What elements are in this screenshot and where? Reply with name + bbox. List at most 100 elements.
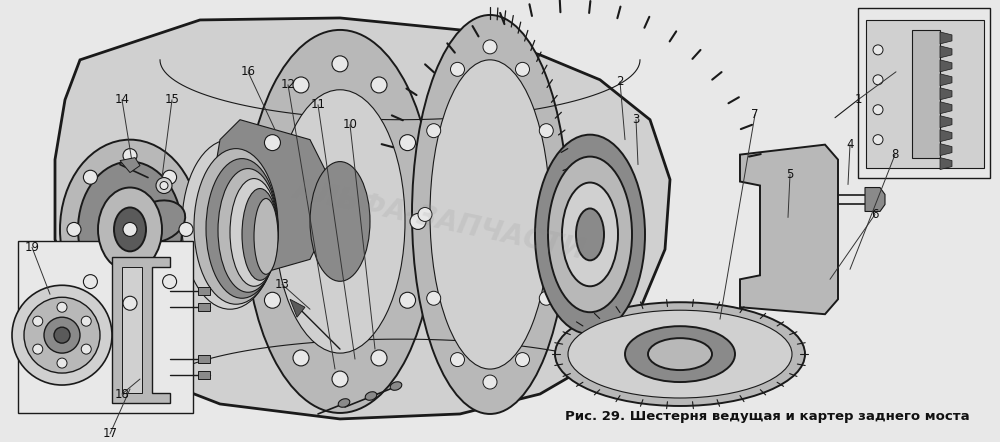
Ellipse shape [648, 338, 712, 370]
Circle shape [483, 375, 497, 389]
Ellipse shape [310, 162, 370, 281]
Text: 19: 19 [24, 241, 40, 254]
Text: 7: 7 [751, 108, 759, 121]
Ellipse shape [206, 159, 278, 298]
Circle shape [427, 124, 441, 137]
Circle shape [293, 77, 309, 93]
Circle shape [371, 77, 387, 93]
Polygon shape [112, 257, 170, 403]
Circle shape [410, 213, 426, 229]
Circle shape [156, 178, 172, 194]
Circle shape [24, 297, 100, 373]
Polygon shape [198, 287, 210, 295]
Text: 16: 16 [240, 65, 256, 78]
Circle shape [123, 222, 137, 236]
Circle shape [81, 344, 91, 354]
Circle shape [264, 135, 280, 151]
Circle shape [179, 222, 193, 236]
Circle shape [163, 170, 177, 184]
Polygon shape [122, 267, 142, 393]
Circle shape [57, 302, 67, 312]
Circle shape [254, 213, 270, 229]
Ellipse shape [60, 140, 200, 319]
Circle shape [81, 316, 91, 326]
Polygon shape [940, 88, 952, 100]
Polygon shape [740, 145, 838, 314]
Text: Рис. 29. Шестерня ведущая и картер заднего моста: Рис. 29. Шестерня ведущая и картер задне… [565, 410, 970, 423]
Polygon shape [940, 32, 952, 44]
Ellipse shape [182, 140, 278, 309]
Circle shape [33, 344, 43, 354]
Polygon shape [940, 130, 952, 141]
Ellipse shape [131, 200, 185, 243]
Ellipse shape [338, 399, 350, 407]
Circle shape [873, 105, 883, 115]
Ellipse shape [412, 15, 568, 414]
Circle shape [123, 149, 137, 163]
Circle shape [54, 327, 70, 343]
Circle shape [67, 222, 81, 236]
Text: 10: 10 [343, 118, 357, 131]
Polygon shape [198, 303, 210, 311]
Ellipse shape [365, 392, 377, 400]
Circle shape [371, 350, 387, 366]
Circle shape [163, 274, 177, 289]
Circle shape [83, 274, 97, 289]
Text: 14: 14 [114, 93, 130, 106]
Polygon shape [858, 8, 990, 178]
Ellipse shape [576, 209, 604, 260]
Polygon shape [940, 144, 952, 156]
Circle shape [516, 353, 530, 366]
Circle shape [516, 62, 530, 76]
Polygon shape [198, 371, 210, 379]
Text: АЛЬФА-ЗАПЧАСТИ: АЛЬФА-ЗАПЧАСТИ [292, 176, 588, 265]
Ellipse shape [254, 198, 278, 274]
Ellipse shape [625, 326, 735, 382]
Ellipse shape [114, 207, 146, 251]
Polygon shape [940, 116, 952, 128]
Polygon shape [55, 18, 670, 419]
Polygon shape [940, 60, 952, 72]
Text: 1: 1 [854, 93, 862, 106]
Polygon shape [940, 102, 952, 114]
Ellipse shape [555, 302, 805, 406]
Circle shape [332, 56, 348, 72]
Circle shape [450, 353, 464, 366]
Polygon shape [866, 20, 984, 168]
Polygon shape [120, 158, 140, 172]
Polygon shape [912, 30, 940, 158]
Circle shape [539, 124, 553, 137]
Circle shape [873, 135, 883, 145]
Text: 4: 4 [846, 138, 854, 151]
Polygon shape [290, 299, 305, 317]
Circle shape [44, 317, 80, 353]
Polygon shape [210, 120, 340, 279]
Circle shape [873, 75, 883, 85]
Ellipse shape [430, 60, 550, 369]
Text: 18: 18 [115, 388, 129, 400]
Circle shape [160, 182, 168, 190]
Ellipse shape [242, 189, 278, 280]
Text: 2: 2 [616, 75, 624, 88]
Circle shape [400, 135, 416, 151]
Polygon shape [940, 46, 952, 58]
Polygon shape [940, 74, 952, 86]
Ellipse shape [78, 162, 182, 297]
Text: 15: 15 [165, 93, 179, 106]
Circle shape [57, 358, 67, 368]
Ellipse shape [390, 382, 402, 390]
Circle shape [123, 296, 137, 310]
Circle shape [548, 207, 562, 221]
Ellipse shape [562, 183, 618, 286]
Ellipse shape [230, 179, 278, 286]
Text: 13: 13 [275, 278, 289, 291]
Text: 17: 17 [103, 427, 118, 440]
Ellipse shape [548, 156, 632, 312]
Ellipse shape [568, 310, 792, 398]
Circle shape [400, 292, 416, 308]
Text: 3: 3 [632, 113, 640, 126]
Circle shape [450, 62, 464, 76]
Text: 5: 5 [786, 168, 794, 181]
Circle shape [418, 207, 432, 221]
Circle shape [483, 40, 497, 54]
